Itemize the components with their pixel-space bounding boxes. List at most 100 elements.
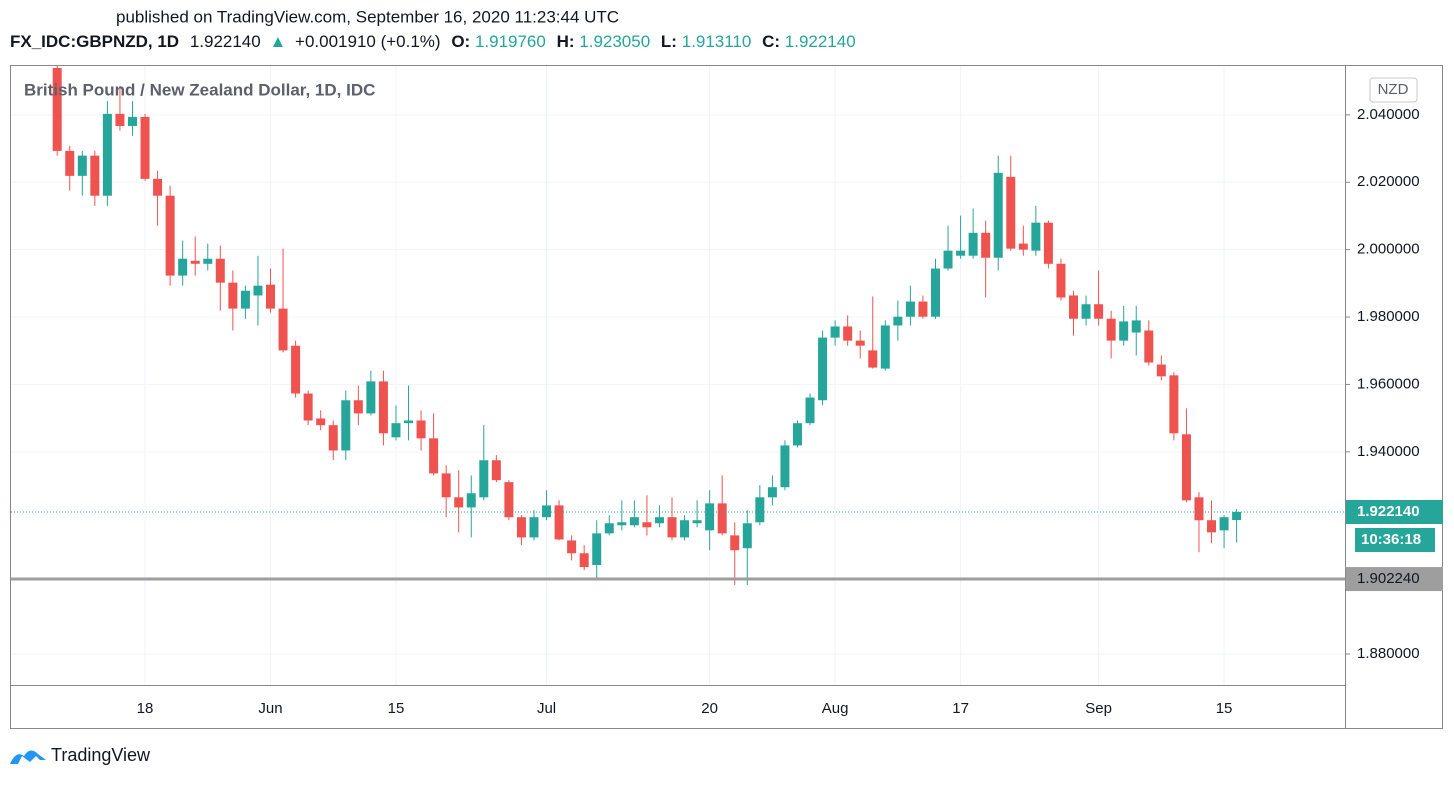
y-tick-label: 2.020000: [1357, 173, 1420, 190]
candle-body: [1106, 318, 1116, 341]
candle-body: [416, 420, 426, 439]
candle-body: [404, 420, 414, 424]
candle-body: [328, 425, 338, 451]
frame: [10, 65, 1443, 729]
candle-body: [868, 350, 878, 368]
candle-body: [115, 113, 125, 126]
candle-body: [968, 232, 978, 256]
candle-body: [667, 517, 677, 538]
hline-label: 1.902240: [1357, 570, 1420, 587]
candle-body: [1144, 330, 1154, 363]
candle-body: [1207, 520, 1217, 533]
candle-body: [843, 326, 853, 341]
countdown: 10:36:18: [1361, 531, 1421, 548]
candle-body: [680, 520, 690, 538]
candle-body: [504, 482, 514, 518]
candle-body: [717, 503, 727, 534]
l-value: 1.913110: [682, 32, 752, 51]
candle-body: [303, 393, 313, 421]
candle-body: [291, 345, 301, 394]
candle-body: [855, 340, 865, 346]
h-label: H:: [557, 32, 575, 51]
candle-body: [90, 155, 100, 196]
candle-body: [1006, 176, 1016, 249]
countdown-box: [1355, 528, 1435, 553]
candle-body: [1169, 375, 1179, 434]
grid: [11, 66, 1345, 685]
candle-body: [993, 172, 1003, 258]
candle-body: [165, 195, 175, 276]
candle-body: [604, 523, 614, 534]
candle-body: [278, 308, 288, 351]
symbol: FX_IDC:GBPNZD, 1D: [10, 32, 179, 51]
candle-body: [228, 282, 238, 309]
candle-body: [1156, 364, 1166, 377]
candle-body: [818, 337, 828, 401]
candle-body: [792, 423, 802, 446]
candle-body: [755, 497, 765, 523]
x-tick-label: 17: [952, 700, 969, 717]
candle-body: [265, 284, 275, 309]
chart-legend: British Pound / New Zealand Dollar, 1D, …: [24, 80, 375, 99]
y-tick-label: 2.000000: [1357, 241, 1420, 258]
candle-body: [127, 116, 137, 126]
candle-body: [567, 540, 577, 554]
candle-body: [240, 290, 250, 309]
candle-body: [65, 150, 75, 176]
x-tick-label: 18: [137, 700, 154, 717]
y-tick-label: 1.980000: [1357, 308, 1420, 325]
candle-body: [102, 113, 112, 196]
candle-body: [341, 400, 351, 451]
candle-body: [1018, 243, 1028, 250]
change: +0.001910 (+0.1%): [295, 32, 441, 51]
x-tick-label: 15: [388, 700, 405, 717]
candle-body: [730, 535, 740, 551]
candle-body: [918, 301, 928, 317]
candle-body: [190, 260, 200, 264]
candle-body: [554, 505, 564, 540]
candle-body: [692, 520, 702, 524]
candle-body: [780, 445, 790, 488]
candle-body: [466, 493, 476, 508]
candle-body: [1069, 295, 1079, 319]
candle-body: [215, 258, 225, 283]
plot: [11, 66, 1345, 585]
published-note: published on TradingView.com, September …: [116, 7, 619, 26]
candle-body: [943, 250, 953, 269]
candle-body: [1194, 497, 1204, 521]
candle-body: [441, 473, 451, 498]
candle-body: [454, 497, 464, 508]
x-tick-label: 15: [1216, 700, 1233, 717]
candle-body: [1056, 263, 1066, 298]
candle-body: [1094, 304, 1104, 319]
candle-body: [805, 397, 815, 424]
last: 1.922140: [190, 32, 261, 51]
candle-body: [391, 423, 401, 438]
candle-body: [893, 316, 903, 326]
c-value: 1.922140: [785, 32, 856, 51]
y-tick-label: 1.960000: [1357, 375, 1420, 392]
last-price-label: 1.922140: [1357, 503, 1420, 520]
candle-body: [1119, 321, 1129, 341]
y-tick-label: 2.040000: [1357, 106, 1420, 123]
candle-body: [52, 68, 62, 151]
l-label: L:: [661, 32, 677, 51]
candle-body: [956, 250, 966, 256]
candle-body: [830, 326, 840, 338]
arrow: ▲: [269, 32, 286, 51]
x-tick-label: Jul: [537, 700, 556, 717]
candle-body: [77, 155, 87, 176]
x-tick-label: 20: [701, 700, 718, 717]
candle-body: [1043, 222, 1053, 264]
candle-body: [491, 460, 501, 481]
candle-body: [905, 301, 915, 317]
last-price-box: [1346, 500, 1443, 525]
o-label: O:: [451, 32, 470, 51]
candle-body: [592, 533, 602, 566]
symbol-line: FX_IDC:GBPNZD, 1D 1.922140 ▲ +0.001910 (…: [10, 32, 856, 51]
price-axis: 1.880000 1.940000 1.960000 1.980000 2.000000…: [1345, 106, 1443, 662]
candle-body: [579, 553, 589, 568]
o-value: 1.919760: [475, 32, 546, 51]
candle-body: [203, 258, 213, 264]
